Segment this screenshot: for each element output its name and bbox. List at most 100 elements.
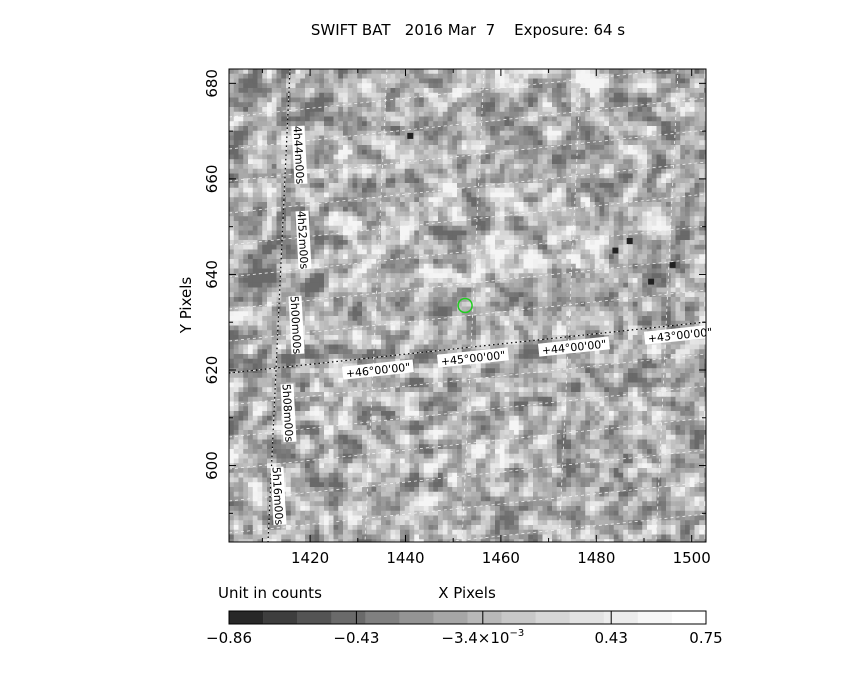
heatmap-cell [428, 73, 434, 79]
heatmap-cell [447, 83, 453, 89]
heatmap-cell [514, 121, 520, 127]
heatmap-cell [632, 202, 638, 208]
heatmap-cell [542, 88, 548, 94]
heatmap-cell [267, 145, 273, 151]
heatmap-cell [514, 273, 520, 279]
heatmap-cell [613, 140, 619, 146]
heatmap-cell [694, 263, 700, 269]
heatmap-cell [385, 292, 391, 298]
heatmap-cell [447, 97, 453, 103]
heatmap-cell [319, 249, 325, 255]
heatmap-cell [423, 244, 429, 250]
heatmap-cell [347, 111, 353, 117]
heatmap-cell [376, 173, 382, 179]
heatmap-cell [290, 159, 296, 165]
heatmap-cell [461, 154, 467, 160]
heatmap-cell [490, 102, 496, 108]
heatmap-cell [309, 116, 315, 122]
heatmap-cell [604, 116, 610, 122]
heatmap-cell [257, 197, 263, 203]
heatmap-cell [419, 263, 425, 269]
heatmap-cell [599, 230, 605, 236]
heatmap-cell [271, 159, 277, 165]
heatmap-cell [366, 192, 372, 198]
heatmap-cell [661, 111, 667, 117]
heatmap-cell [371, 273, 377, 279]
heatmap-cell [552, 102, 558, 108]
heatmap-cell [580, 121, 586, 127]
heatmap-cell [561, 126, 567, 132]
heatmap-cell [666, 178, 672, 184]
heatmap-cell [680, 145, 686, 151]
heatmap-cell [604, 149, 610, 155]
heatmap-cell [385, 159, 391, 165]
heatmap-cell [575, 140, 581, 146]
heatmap-cell [699, 121, 705, 127]
heatmap-cell [609, 97, 615, 103]
heatmap-cell [404, 216, 410, 222]
heatmap-cell [618, 73, 624, 79]
heatmap-cell [366, 230, 372, 236]
heatmap-cell [362, 130, 368, 136]
heatmap-cell [552, 187, 558, 193]
heatmap-cell [685, 192, 691, 198]
heatmap-cell [542, 240, 548, 246]
heatmap-cell [357, 202, 363, 208]
heatmap-cell [381, 278, 387, 284]
heatmap-cell [571, 130, 577, 136]
heatmap-cell [324, 168, 330, 174]
heatmap-cell [476, 135, 482, 141]
heatmap-cell [238, 126, 244, 132]
heatmap-cell [609, 130, 615, 136]
heatmap-cell [528, 268, 534, 274]
heatmap-cell [271, 140, 277, 146]
heatmap-cell [609, 259, 615, 265]
heatmap-cell [528, 173, 534, 179]
heatmap-cell [689, 126, 695, 132]
heatmap-cell [504, 268, 510, 274]
heatmap-cell [314, 178, 320, 184]
heatmap-cell [390, 268, 396, 274]
heatmap-cell [613, 116, 619, 122]
heatmap-cell [509, 69, 515, 75]
heatmap-cell [476, 145, 482, 151]
heatmap-cell [257, 273, 263, 279]
heatmap-cell [262, 111, 268, 117]
chart-title: SWIFT BAT 2016 Mar 7 Exposure: 64 s [311, 21, 625, 39]
heatmap-cell [428, 69, 434, 75]
heatmap-cell [504, 197, 510, 203]
heatmap-cell [647, 297, 653, 303]
heatmap-cell [276, 259, 282, 265]
heatmap-cell [267, 83, 273, 89]
heatmap-cell [442, 159, 448, 165]
heatmap-cell [533, 278, 539, 284]
heatmap-cell [518, 230, 524, 236]
heatmap-cell [661, 278, 667, 284]
heatmap-cell [623, 235, 629, 241]
heatmap-cell [632, 282, 638, 288]
heatmap-cell [428, 159, 434, 165]
heatmap-cell [670, 211, 676, 217]
heatmap-cell [604, 254, 610, 260]
heatmap-cell [609, 254, 615, 260]
heatmap-cell [461, 111, 467, 117]
heatmap-cell [537, 140, 543, 146]
heatmap-cell [466, 287, 472, 293]
heatmap-cell [404, 259, 410, 265]
heatmap-cell [362, 278, 368, 284]
heatmap-cell [362, 121, 368, 127]
heatmap-cell [262, 297, 268, 303]
heatmap-cell [319, 145, 325, 151]
heatmap-cell [609, 197, 615, 203]
heatmap-cell [518, 197, 524, 203]
heatmap-cell [438, 102, 444, 108]
heatmap-cell [328, 278, 334, 284]
heatmap-cell [423, 116, 429, 122]
heatmap-cell [447, 206, 453, 212]
heatmap-cell [419, 107, 425, 113]
heatmap-cell [552, 173, 558, 179]
heatmap-cell [618, 287, 624, 293]
heatmap-cell [575, 145, 581, 151]
heatmap-cell [699, 206, 705, 212]
heatmap-cell [523, 140, 529, 146]
